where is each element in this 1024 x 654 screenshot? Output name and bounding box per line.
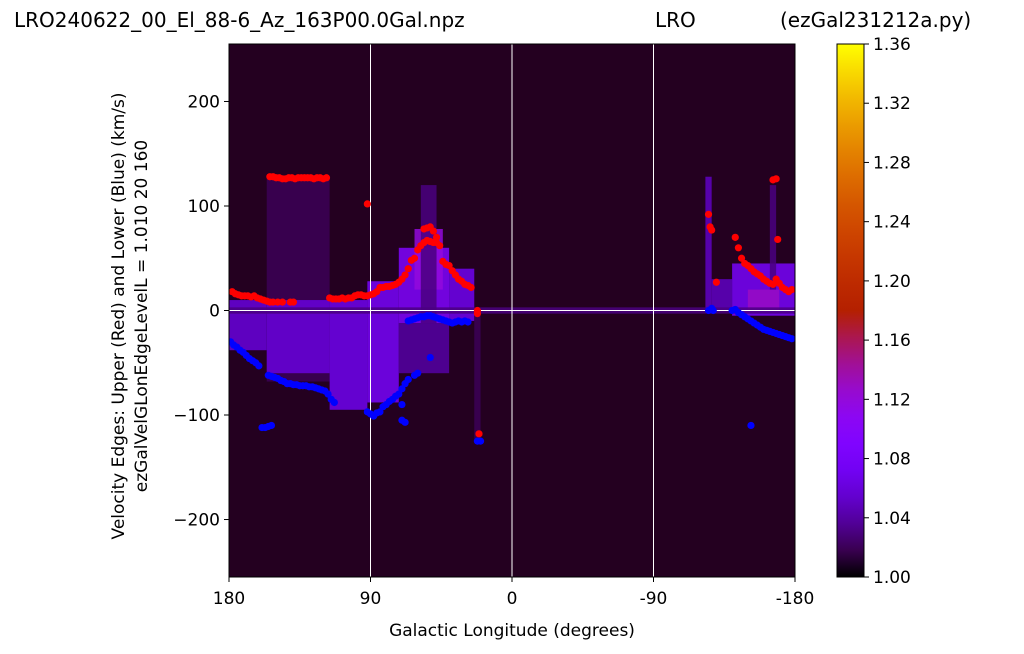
lower-edge-point bbox=[395, 390, 403, 398]
chart-title-script: (ezGal231212a.py) bbox=[780, 8, 972, 32]
lower-edge-point bbox=[376, 408, 384, 416]
colorbar-tick-label: 1.00 bbox=[873, 568, 911, 588]
colorbar-tick-label: 1.16 bbox=[873, 331, 911, 351]
y-tick-label: 200 bbox=[188, 92, 220, 112]
heatmap-cell bbox=[420, 185, 437, 324]
upper-edge-point bbox=[731, 233, 739, 241]
lower-edge-point bbox=[404, 375, 412, 384]
lower-edge-point bbox=[476, 437, 485, 445]
lower-edge-point bbox=[324, 390, 332, 398]
y-tick-label: −100 bbox=[173, 406, 220, 426]
heatmap-cell bbox=[367, 281, 399, 403]
heatmap-cell bbox=[705, 176, 712, 309]
lower-edge-point bbox=[330, 398, 338, 407]
upper-edge-point bbox=[278, 298, 287, 306]
y-tick-label: 0 bbox=[209, 302, 220, 322]
x-tick-label: 90 bbox=[360, 589, 382, 609]
colorbar-tick-label: 1.36 bbox=[873, 35, 911, 55]
upper-edge-point bbox=[704, 210, 713, 218]
y-tick-label: −200 bbox=[173, 511, 220, 531]
upper-edge-point bbox=[769, 280, 777, 288]
heatmap-cell bbox=[474, 312, 481, 442]
chart-title-filename: LRO240622_00_El_88-6_Az_163P00.0Gal.npz bbox=[14, 8, 465, 32]
x-tick-label: -180 bbox=[776, 589, 815, 609]
x-tick-label: 180 bbox=[213, 589, 245, 609]
lower-edge-point bbox=[398, 400, 406, 409]
heatmap-cell bbox=[329, 300, 368, 410]
lower-edge-point bbox=[414, 369, 422, 377]
upper-edge-point bbox=[467, 283, 475, 292]
upper-edge-point bbox=[734, 244, 743, 252]
upper-edge-point bbox=[404, 265, 412, 273]
lower-edge-point bbox=[426, 353, 434, 362]
lower-edge-point bbox=[255, 362, 263, 370]
upper-edge-point bbox=[363, 200, 371, 208]
colorbar-gradient bbox=[836, 43, 865, 578]
lower-edge-point bbox=[747, 421, 755, 430]
upper-edge-point bbox=[708, 226, 716, 234]
upper-edge-point bbox=[322, 174, 331, 182]
heatmap-cell bbox=[711, 279, 733, 311]
upper-edge-point bbox=[712, 278, 720, 286]
heatmap-cell bbox=[769, 185, 777, 290]
chart-title-site: LRO bbox=[655, 8, 696, 32]
x-tick-label: 0 bbox=[507, 589, 518, 609]
upper-edge-point bbox=[432, 233, 441, 241]
upper-edge-point bbox=[774, 235, 782, 244]
lower-edge-point bbox=[267, 421, 276, 430]
colorbar: 1.00 1.04 1.08 1.12 1.16 1.20 1.24 1.28 1.32 1.36 bbox=[836, 35, 911, 588]
lower-edge-point bbox=[401, 418, 409, 426]
colorbar-tick-label: 1.12 bbox=[873, 390, 911, 410]
colorbar-tick-label: 1.32 bbox=[873, 94, 911, 114]
upper-edge-point bbox=[401, 271, 409, 279]
heatmap-cell bbox=[398, 323, 450, 374]
heatmap-cell bbox=[747, 289, 780, 311]
grid-layer bbox=[229, 44, 795, 577]
x-axis-label: Galactic Longitude (degrees) bbox=[389, 621, 635, 641]
y-axis-label-line2: ezGalVelGLonEdgeLevelL = 1.010 20 160 bbox=[132, 140, 152, 492]
colorbar-tick-label: 1.08 bbox=[873, 450, 911, 470]
upper-edge-point bbox=[772, 175, 780, 183]
upper-edge-point bbox=[410, 254, 419, 262]
colorbar-tick-label: 1.28 bbox=[873, 153, 911, 173]
colorbar-tick-label: 1.24 bbox=[873, 213, 911, 233]
axes-layer: 180 90 0 -90 -180 200 100 0 −100 −200 bbox=[173, 43, 815, 609]
upper-edge-point bbox=[436, 242, 444, 250]
colorbar-tick-label: 1.04 bbox=[873, 509, 911, 529]
edge-points-layer bbox=[229, 173, 795, 445]
upper-edge-point bbox=[788, 285, 795, 294]
x-tick-label: -90 bbox=[640, 589, 668, 609]
upper-edge-point bbox=[429, 227, 437, 235]
upper-edge-point bbox=[473, 310, 482, 318]
lower-edge-point bbox=[464, 318, 472, 326]
lower-edge-point bbox=[709, 306, 717, 315]
upper-edge-point bbox=[289, 298, 298, 306]
upper-edge-point bbox=[737, 254, 746, 262]
y-axis-label-line1: Velocity Edges: Upper (Red) and Lower (B… bbox=[109, 93, 129, 540]
y-tick-label: 100 bbox=[188, 197, 220, 217]
lower-edge-point bbox=[788, 335, 795, 343]
colorbar-tick-label: 1.20 bbox=[873, 272, 911, 292]
upper-edge-point bbox=[445, 261, 453, 270]
lower-edge-point bbox=[398, 385, 406, 393]
upper-edge-point bbox=[475, 430, 483, 438]
